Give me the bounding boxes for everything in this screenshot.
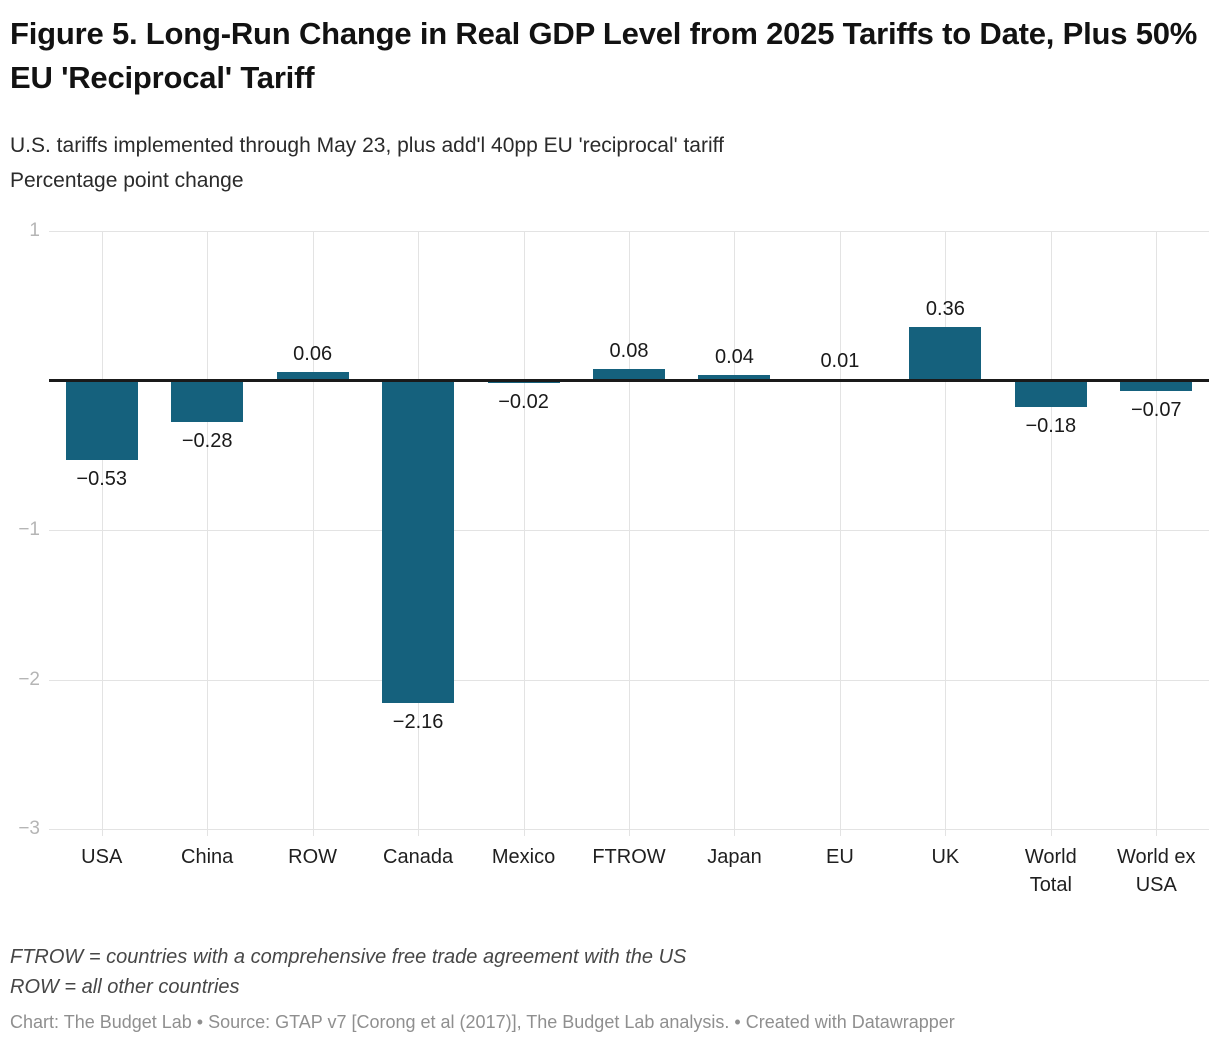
bar-value-label: −0.07 [1130, 398, 1182, 421]
x-axis-label-line: EU [826, 846, 854, 868]
y-axis-tick-label: −1 [18, 519, 40, 540]
v-gridline [839, 231, 841, 836]
x-axis-label: World Total [996, 843, 1106, 899]
y-axis-tick-label: −3 [18, 818, 40, 839]
x-axis-label-line: World ex [1116, 846, 1196, 868]
v-gridline [629, 231, 630, 836]
bar-value-label: 0.36 [925, 297, 965, 320]
bar-world-total [1014, 380, 1087, 408]
x-axis-label: ROW [258, 843, 368, 871]
x-axis-label: Canada [363, 843, 473, 871]
x-axis-label: FTROW [574, 843, 684, 871]
chart-title: Figure 5. Long-Run Change in Real GDP Le… [10, 16, 1198, 95]
x-axis-label-line: USA [81, 846, 123, 868]
bar-uk [909, 326, 982, 381]
x-axis-label: UK [890, 843, 1000, 871]
x-axis-label-line: Total [1029, 874, 1072, 896]
v-gridline [1156, 231, 1158, 836]
x-axis-label-line: World [1024, 846, 1077, 868]
v-gridline [207, 231, 209, 836]
bar-value-label: −0.53 [76, 467, 128, 490]
x-axis-label-line: Mexico [491, 846, 556, 868]
x-axis-label: Japan [679, 843, 789, 871]
bar-value-label: 0.06 [293, 342, 333, 365]
v-gridline [1050, 231, 1052, 836]
x-axis-label: World ex USA [1101, 843, 1211, 899]
chart-units-label: Percentage point change [10, 169, 244, 192]
v-gridline [523, 231, 525, 836]
bar-value-label: 0.08 [609, 339, 649, 362]
x-axis-label: Mexico [469, 843, 579, 871]
x-axis-label: EU [785, 843, 895, 871]
x-axis-label-line: USA [1135, 874, 1177, 896]
v-gridline [945, 231, 947, 836]
v-gridline [101, 231, 103, 836]
bar-canada [382, 380, 455, 704]
x-axis-label: China [152, 843, 262, 871]
x-axis-label-line: UK [931, 846, 960, 868]
chart-subtitle: U.S. tariffs implemented through May 23,… [10, 134, 724, 157]
x-axis-label-line: FTROW [592, 846, 666, 868]
bar-value-label: −0.02 [498, 391, 549, 414]
y-axis-tick-label: −2 [18, 668, 40, 690]
v-gridline [312, 231, 314, 836]
bar-ftrow [593, 368, 665, 381]
bar-value-label: −0.18 [1025, 415, 1077, 438]
y-axis-tick-label: 1 [29, 220, 40, 241]
x-axis-label: USA [47, 843, 157, 871]
bar-world-ex-usa [1120, 380, 1193, 391]
bar-value-label: 0.01 [820, 350, 860, 372]
bar-value-label: 0.04 [714, 345, 754, 368]
x-axis-label-line: ROW [288, 846, 338, 868]
x-axis-label-line: Japan [707, 846, 762, 868]
bar-row [276, 371, 349, 381]
credit-line: Chart: The Budget Lab • Source: GTAP v7 … [10, 1012, 955, 1032]
footnote-row: ROW = all other countries [10, 976, 240, 998]
bar-value-label: −0.28 [181, 430, 233, 453]
x-axis-label-line: Canada [383, 846, 454, 868]
footnote-ftrow: FTROW = countries with a comprehensive f… [10, 946, 687, 968]
zero-baseline [49, 379, 1209, 382]
bar-china [171, 380, 244, 423]
bar-value-label: −2.16 [392, 711, 444, 734]
bar-japan [698, 374, 771, 381]
x-axis-label-line: China [181, 846, 234, 868]
bar-usa [65, 380, 138, 460]
v-gridline [734, 231, 736, 836]
